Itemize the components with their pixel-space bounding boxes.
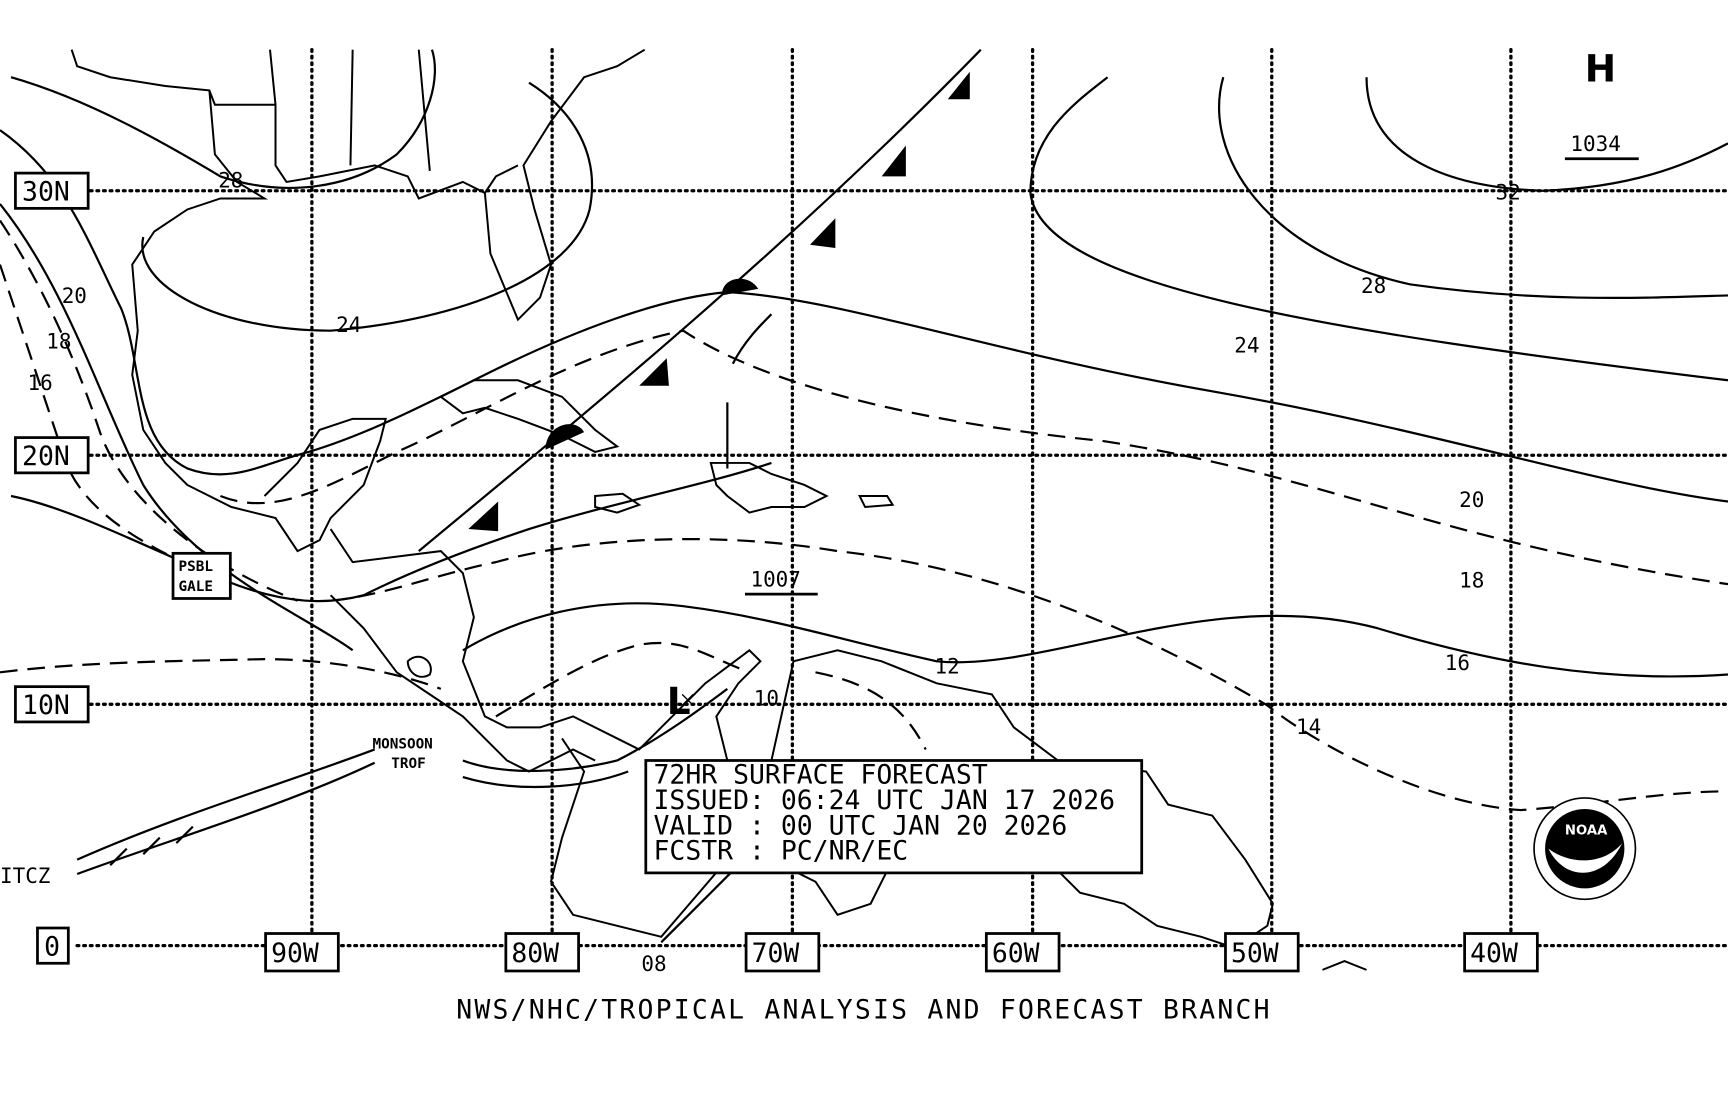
latitude-label: 10N [22, 690, 70, 721]
high-pressure-value: 1034 [1570, 132, 1620, 156]
noaa-logo: NOAA [1533, 797, 1637, 901]
latitude-label: 20N [22, 441, 70, 472]
gale-label-2: GALE [179, 579, 213, 595]
latitude-labels: 30N 20N 10N 0 [14, 171, 90, 965]
noaa-logo-text: NOAA [1565, 823, 1608, 838]
cold-front [418, 48, 982, 552]
footer-credit: NWS/NHC/TROPICAL ANALYSIS AND FORECAST B… [456, 994, 1271, 1025]
longitude-label: 90W [271, 938, 319, 969]
longitude-label: 80W [511, 938, 559, 969]
isobar-label: 28 [218, 168, 243, 192]
high-pressure-symbol: H [1585, 47, 1616, 91]
latitude-label: 30N [22, 177, 70, 208]
longitude-labels: 90W 80W 70W 60W 50W 40W [264, 932, 1539, 973]
isobar-label: 12 [935, 654, 960, 678]
monsoon-label: MONSOON [372, 736, 432, 752]
info-line-issued: ISSUED: 06:24 UTC JAN 17 2026 [654, 785, 1116, 816]
isobars [0, 49, 1728, 944]
latitude-label: 0 [44, 932, 60, 963]
isobar-label: 28 [1361, 274, 1386, 298]
isobar-label: 08 [641, 952, 666, 976]
isobar-label: 24 [336, 313, 361, 337]
monsoon-label-2: TROF [391, 756, 425, 772]
info-line-title: 72HR SURFACE FORECAST [654, 760, 988, 791]
isobar-label: 24 [1234, 334, 1259, 358]
longitude-label: 50W [1231, 938, 1279, 969]
isobar-label: 32 [1495, 181, 1520, 205]
low-pressure-value: 1007 [750, 567, 800, 591]
longitude-label: 40W [1470, 938, 1518, 969]
info-line-forecaster: FCSTR : PC/NR/EC [654, 836, 909, 867]
lat-lon-grid [75, 48, 1728, 948]
isobar-label: 18 [46, 329, 71, 353]
isobar-label: 20 [1459, 488, 1484, 512]
isobar-label: 14 [1296, 715, 1321, 739]
isobar-label: 16 [28, 371, 53, 395]
longitude-label: 60W [992, 938, 1040, 969]
monsoon-trough-itcz [76, 748, 376, 876]
gale-label: PSBL [179, 559, 214, 575]
longitude-label: 70W [752, 938, 800, 969]
isobar-label: 16 [1445, 651, 1470, 675]
isobar-label: 18 [1459, 568, 1484, 592]
isobar-label: 20 [62, 284, 87, 308]
isobar-labels: 28 24 20 18 16 32 28 24 20 18 16 14 12 1… [28, 168, 1521, 976]
itcz-label: ITCZ [0, 864, 50, 888]
forecast-info-box: 72HR SURFACE FORECAST ISSUED: 06:24 UTC … [644, 759, 1144, 875]
low-pressure-symbol: L [667, 679, 691, 723]
info-line-valid: VALID : 00 UTC JAN 20 2026 [654, 810, 1068, 841]
isobar-label: 10 [754, 686, 779, 710]
